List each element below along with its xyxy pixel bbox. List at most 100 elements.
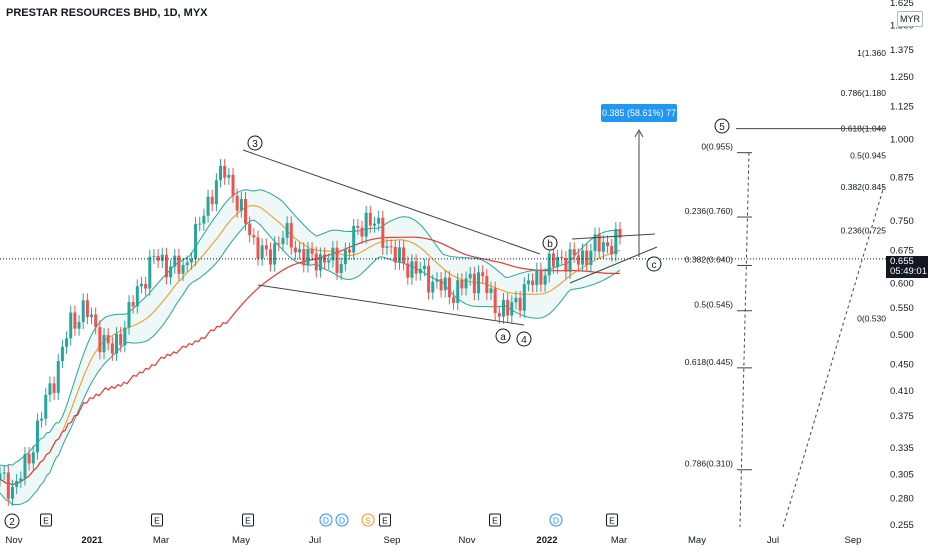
y-tick-label: 1.000 bbox=[890, 135, 914, 146]
candle-body bbox=[464, 278, 468, 289]
event-marker-label: D bbox=[553, 516, 559, 526]
fib-right-label: 1(1.360 bbox=[857, 48, 886, 58]
candle-body bbox=[381, 217, 385, 248]
candle-body bbox=[535, 269, 539, 286]
candle-body bbox=[252, 235, 256, 238]
y-tick-label: 1.125 bbox=[890, 101, 914, 112]
fib-left-label: 0.382(0.640) bbox=[685, 254, 733, 264]
candle-body bbox=[597, 234, 601, 252]
candle-body bbox=[164, 254, 168, 278]
candle-body bbox=[102, 335, 106, 353]
elliott-wave-marker bbox=[516, 331, 532, 347]
candle-body bbox=[589, 250, 593, 265]
event-marker-label: E bbox=[382, 516, 388, 526]
fib-right-label: 0.382(0.845 bbox=[841, 182, 887, 192]
candle-body bbox=[110, 343, 114, 354]
event-marker-label: E bbox=[492, 516, 498, 526]
x-tick-label: 2022 bbox=[536, 535, 557, 546]
candle-body bbox=[585, 250, 589, 265]
candle-body bbox=[331, 247, 335, 261]
candle-body bbox=[402, 247, 406, 264]
y-tick-label: 1.375 bbox=[890, 45, 914, 56]
candle-body bbox=[260, 245, 264, 259]
event-marker-box bbox=[242, 513, 254, 527]
candle-body bbox=[410, 261, 414, 278]
candle-body bbox=[547, 253, 551, 276]
candle-body bbox=[177, 255, 181, 274]
candle-body bbox=[264, 245, 268, 250]
event-marker-circle bbox=[361, 513, 375, 527]
candle-body bbox=[364, 212, 368, 237]
candle-body bbox=[310, 248, 314, 254]
candle-body bbox=[360, 227, 364, 237]
x-tick-label: Sep bbox=[384, 535, 401, 546]
y-tick-label: 0.450 bbox=[890, 360, 914, 371]
symbol-legend: PRESTAR RESOURCES BHD, 1D, MYX bbox=[6, 7, 208, 19]
elliott-wave-label: c bbox=[652, 260, 657, 271]
elliott-wave-marker bbox=[714, 118, 730, 134]
bollinger-lower-line bbox=[0, 219, 621, 506]
candle-body bbox=[160, 254, 164, 261]
candle-body bbox=[214, 180, 218, 205]
x-tick-label: May bbox=[232, 535, 250, 546]
bollinger-fill bbox=[0, 189, 620, 505]
candle-body bbox=[522, 284, 526, 311]
x-tick-label: Jul bbox=[309, 535, 321, 546]
elliott-wave-label: 3 bbox=[252, 139, 258, 150]
candle-body bbox=[348, 249, 352, 253]
event-marker-box bbox=[151, 513, 163, 527]
candle-body bbox=[372, 223, 376, 226]
currency-badge[interactable]: MYR bbox=[897, 11, 923, 27]
measure-label-text: 0.385 (58.61%) 77 bbox=[602, 108, 676, 118]
elliott-wave-label: a bbox=[500, 332, 506, 343]
candle-body bbox=[560, 256, 564, 259]
candle-body bbox=[293, 247, 297, 253]
candle-body bbox=[44, 394, 48, 419]
candle-body bbox=[90, 314, 94, 318]
x-tick-label: Nov bbox=[459, 535, 476, 546]
event-marker-label: E bbox=[609, 516, 615, 526]
candle-body bbox=[306, 248, 310, 266]
candle-body bbox=[327, 260, 331, 263]
last-price-countdown: 05:49:01 bbox=[890, 266, 927, 277]
event-marker-circle bbox=[335, 513, 349, 527]
y-tick-label: 0.375 bbox=[890, 411, 914, 422]
candle-body bbox=[485, 276, 489, 294]
y-tick-label: 0.335 bbox=[890, 443, 914, 454]
candle-body bbox=[169, 266, 173, 278]
x-tick-label: Mar bbox=[611, 535, 627, 546]
elliott-wave-label: 2 bbox=[9, 517, 15, 528]
candle-body bbox=[456, 280, 460, 303]
candle-body bbox=[27, 454, 31, 464]
fib-left-label: 0.618(0.445) bbox=[685, 357, 733, 367]
candle-body bbox=[526, 280, 530, 285]
candle-body bbox=[568, 249, 572, 272]
elliott-wave-label: 5 bbox=[719, 122, 725, 133]
candle-body bbox=[235, 195, 239, 211]
fib-left-label: 0.786(0.310) bbox=[685, 459, 733, 469]
candle-body bbox=[564, 258, 568, 272]
elliott-wave-marker bbox=[542, 235, 558, 251]
candle-body bbox=[40, 418, 44, 421]
candle-body bbox=[289, 223, 293, 248]
elliott-wave-marker bbox=[646, 256, 662, 272]
candle-body bbox=[273, 243, 277, 265]
fib-right-label: 0(0.530 bbox=[857, 314, 886, 324]
candle-body bbox=[543, 275, 547, 285]
x-tick-label: May bbox=[688, 535, 706, 546]
candle-body bbox=[377, 217, 381, 224]
candle-body bbox=[468, 273, 472, 279]
candle-body bbox=[181, 265, 185, 274]
candle-body bbox=[614, 228, 618, 255]
candle-body bbox=[447, 277, 451, 298]
candle-body bbox=[481, 272, 485, 277]
event-marker-label: D bbox=[323, 516, 329, 526]
candle-body bbox=[94, 314, 98, 328]
wedge-upper-trendline bbox=[242, 149, 541, 255]
candle-body bbox=[60, 346, 64, 361]
y-tick-label: 0.255 bbox=[890, 520, 914, 531]
x-tick-label: Jul bbox=[767, 535, 779, 546]
candle-body bbox=[281, 237, 285, 245]
